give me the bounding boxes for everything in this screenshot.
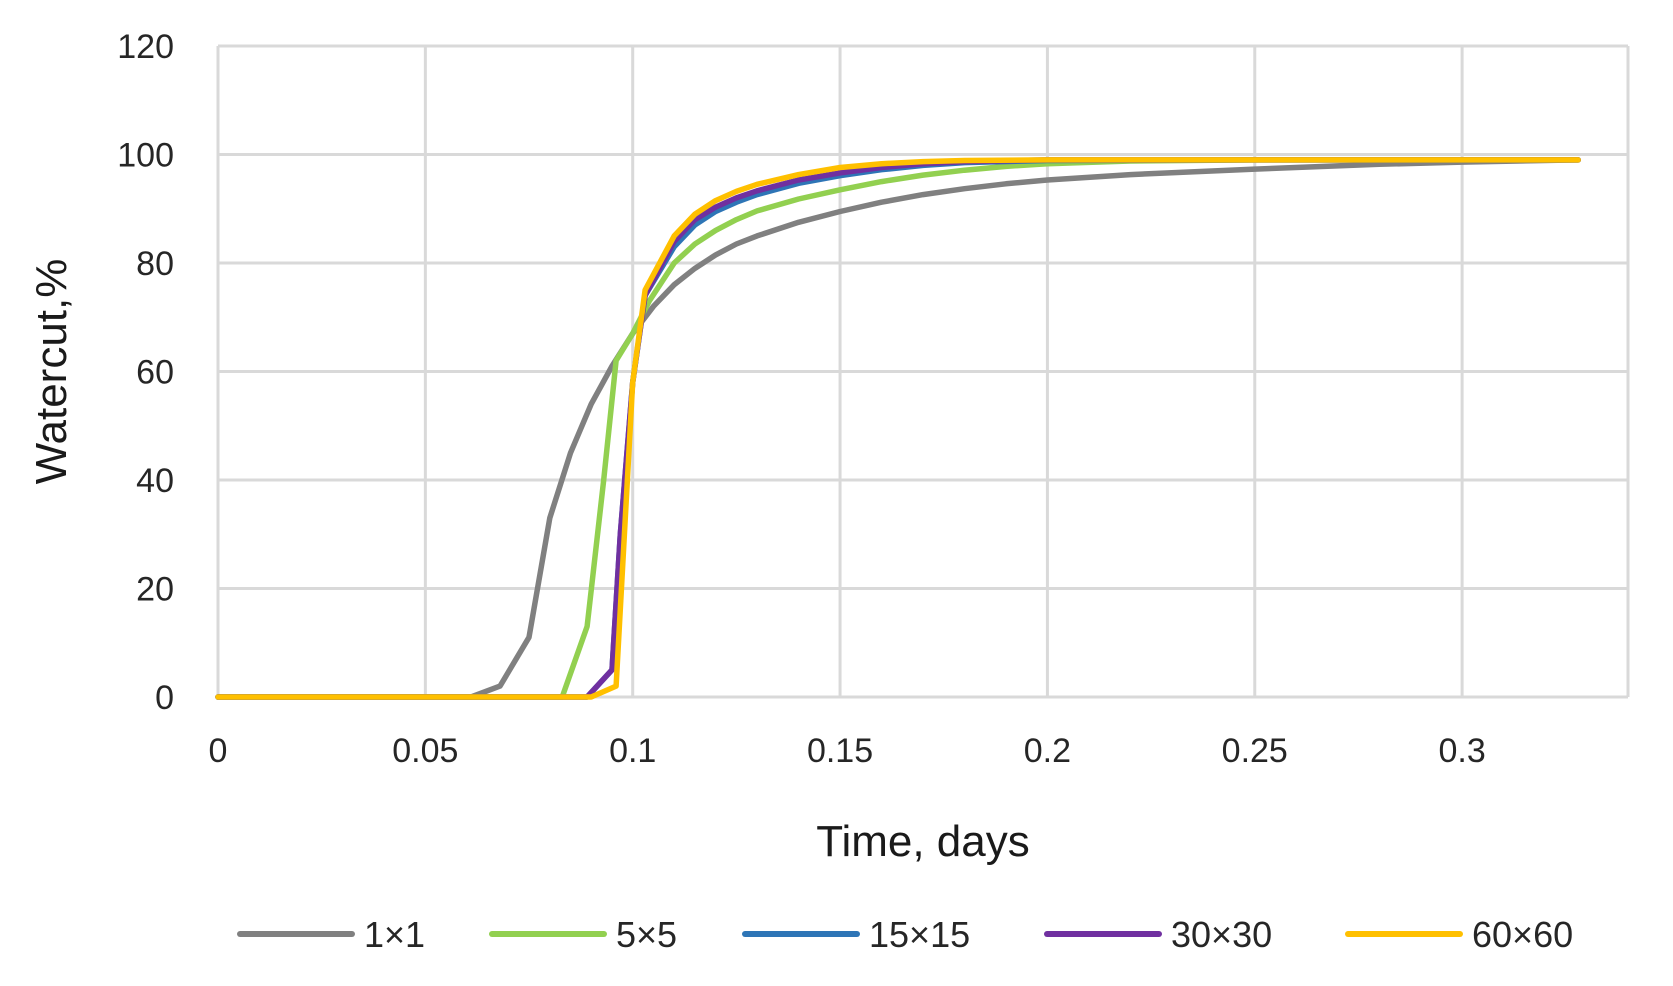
y-tick-label: 100 <box>117 137 174 175</box>
tick-labels: 0 20 40 60 80 100 120 0 0.05 0.1 0.15 0.2 0.25 0.3 <box>117 28 1485 770</box>
series-line-4 <box>215 157 1581 700</box>
y-tick-label: 40 <box>136 462 174 500</box>
x-tick-label: 0.3 <box>1438 732 1485 770</box>
x-tick-label: 0.05 <box>392 732 458 770</box>
legend: 1×1 5×5 15×15 30×30 60×60 <box>237 914 1573 955</box>
y-axis-title: Watercut,% <box>27 259 76 485</box>
y-tick-label: 60 <box>136 354 174 392</box>
series-line-2 <box>215 157 1581 700</box>
legend-label-1: 1×1 <box>364 914 425 955</box>
legend-label-5: 60×60 <box>1472 914 1573 955</box>
x-axis-title: Time, days <box>816 817 1030 866</box>
grid <box>216 44 1630 699</box>
y-tick-label: 80 <box>136 245 174 283</box>
x-tick-label: 0.25 <box>1222 732 1288 770</box>
y-tick-label: 20 <box>136 571 174 609</box>
x-tick-label: 0 <box>209 732 228 770</box>
x-tick-label: 0.15 <box>807 732 873 770</box>
y-tick-label: 0 <box>155 679 174 717</box>
series-line-5 <box>215 157 1581 700</box>
x-tick-label: 0.1 <box>609 732 656 770</box>
x-tick-label: 0.2 <box>1024 732 1071 770</box>
legend-label-3: 15×15 <box>869 914 970 955</box>
legend-label-4: 30×30 <box>1171 914 1272 955</box>
y-tick-label: 120 <box>117 28 174 66</box>
series-line-3 <box>215 157 1581 700</box>
legend-label-2: 5×5 <box>616 914 677 955</box>
series-line-1 <box>215 157 1581 700</box>
series-lines <box>215 157 1581 700</box>
